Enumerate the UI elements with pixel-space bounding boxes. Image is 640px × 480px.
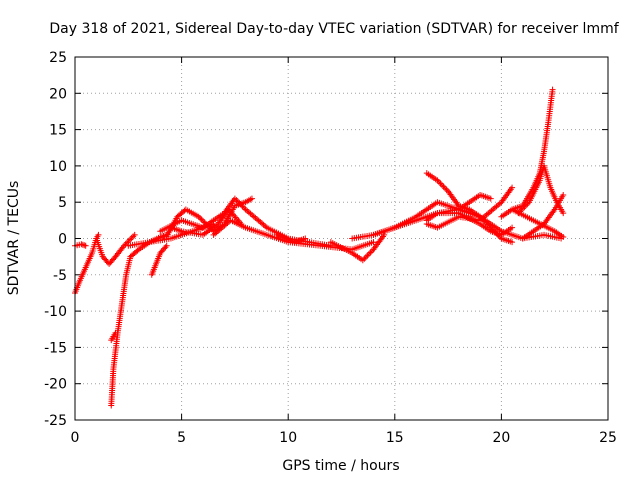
data-point bbox=[158, 248, 165, 255]
data-point bbox=[103, 258, 110, 265]
data-point bbox=[381, 231, 388, 238]
data-point bbox=[509, 184, 516, 191]
y-tick-label: -25 bbox=[44, 413, 67, 429]
data-point bbox=[509, 224, 516, 231]
series-arc-18 bbox=[423, 184, 516, 231]
x-tick-label: 10 bbox=[279, 430, 297, 446]
chart-title: Day 318 of 2021, Sidereal Day-to-day VTE… bbox=[49, 21, 619, 37]
x-tick-labels: 0 5 10 15 20 25 bbox=[71, 430, 617, 446]
data-point bbox=[106, 260, 113, 267]
data-point bbox=[560, 234, 567, 241]
series-arc-22 bbox=[498, 206, 567, 241]
data-point bbox=[302, 235, 309, 242]
y-tick-label: -5 bbox=[53, 268, 67, 284]
plot-frame bbox=[74, 56, 609, 421]
y-tick-label: 15 bbox=[49, 123, 67, 139]
data-point bbox=[109, 256, 116, 263]
data-point bbox=[111, 255, 118, 262]
y-tick-label: -15 bbox=[44, 340, 67, 356]
data-point bbox=[560, 210, 567, 217]
series-arc-6 bbox=[148, 242, 170, 278]
data-point bbox=[157, 250, 164, 257]
data-point bbox=[163, 242, 170, 249]
data-point bbox=[248, 195, 255, 202]
data-point bbox=[198, 216, 205, 223]
y-tick-labels: -25 -20 -15 -10 -5 0 5 10 15 20 25 bbox=[44, 50, 67, 429]
y-tick-label: 20 bbox=[49, 86, 67, 102]
x-tick-label: 15 bbox=[386, 430, 404, 446]
x-tick-label: 20 bbox=[492, 430, 510, 446]
series-arc-5 bbox=[108, 329, 119, 344]
y-tick-label: 25 bbox=[49, 50, 67, 66]
data-point bbox=[99, 253, 106, 260]
data-point bbox=[134, 247, 141, 254]
data-point bbox=[197, 215, 204, 222]
data-point bbox=[200, 218, 207, 225]
series-arc-3 bbox=[93, 231, 138, 267]
data-point bbox=[102, 256, 109, 263]
data-point bbox=[100, 255, 107, 262]
series-arc-11 bbox=[210, 217, 377, 253]
data-point bbox=[112, 329, 119, 336]
y-axis-label: SDTVAR / TECUs bbox=[6, 181, 22, 296]
data-point bbox=[107, 259, 114, 266]
data-point bbox=[509, 239, 516, 246]
data-point bbox=[195, 213, 202, 220]
data-point bbox=[560, 191, 567, 198]
x-tick-label: 25 bbox=[599, 430, 617, 446]
data-point bbox=[131, 231, 138, 238]
data-point bbox=[82, 242, 89, 249]
series-arc-1 bbox=[72, 231, 102, 296]
series-arc-17 bbox=[423, 210, 516, 238]
y-tick-label: -20 bbox=[44, 377, 67, 393]
series-arc-12 bbox=[274, 231, 309, 246]
data-point bbox=[370, 239, 377, 246]
data-point bbox=[161, 245, 168, 252]
series-arc-4 bbox=[108, 231, 170, 409]
data-point bbox=[487, 195, 494, 202]
x-axis-label: GPS time / hours bbox=[282, 458, 399, 474]
x-tick-label: 5 bbox=[177, 430, 186, 446]
series-arc-2 bbox=[72, 241, 89, 249]
y-tick-label: 5 bbox=[58, 195, 67, 211]
y-tick-label: 10 bbox=[49, 159, 67, 175]
data-point bbox=[162, 244, 169, 251]
x-tick-label: 0 bbox=[71, 430, 80, 446]
y-tick-label: 0 bbox=[58, 232, 67, 248]
y-tick-label: -10 bbox=[44, 304, 67, 320]
series-arc-13 bbox=[327, 231, 388, 264]
data-point bbox=[159, 247, 166, 254]
data-point bbox=[108, 258, 115, 265]
data-point bbox=[549, 86, 556, 93]
data-point bbox=[95, 231, 102, 238]
data-series bbox=[72, 86, 567, 409]
